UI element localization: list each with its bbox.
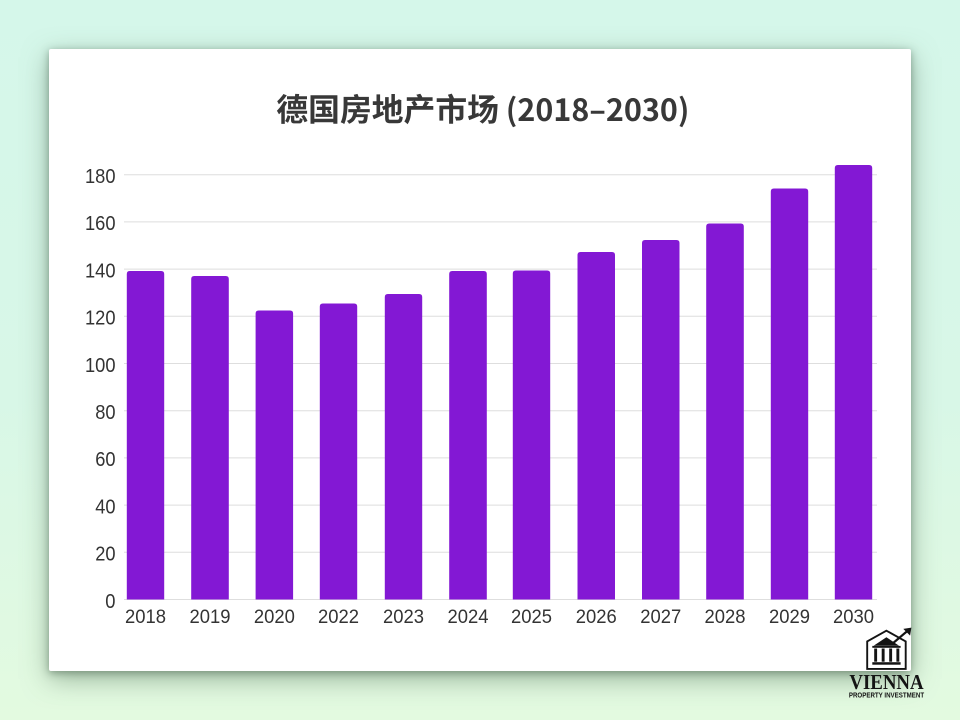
- svg-text:VIENNA: VIENNA: [849, 670, 924, 694]
- svg-text:PROPERTY INVESTMENT: PROPERTY INVESTMENT: [849, 691, 925, 700]
- svg-text:0: 0: [105, 591, 115, 613]
- svg-text:100: 100: [85, 355, 116, 377]
- svg-text:2018: 2018: [125, 606, 166, 628]
- svg-text:2020: 2020: [254, 606, 295, 628]
- svg-text:180: 180: [85, 166, 116, 188]
- svg-text:2022: 2022: [318, 606, 359, 628]
- svg-text:2028: 2028: [705, 606, 746, 628]
- svg-text:2024: 2024: [448, 606, 489, 628]
- svg-text:2025: 2025: [511, 606, 552, 628]
- svg-text:2030: 2030: [833, 606, 874, 628]
- svg-text:40: 40: [95, 496, 115, 518]
- svg-text:2029: 2029: [769, 606, 810, 628]
- svg-text:160: 160: [85, 213, 116, 235]
- svg-text:2019: 2019: [190, 606, 231, 628]
- svg-text:120: 120: [85, 308, 116, 330]
- svg-text:60: 60: [95, 449, 115, 471]
- svg-text:2027: 2027: [640, 606, 681, 628]
- svg-text:2026: 2026: [576, 606, 617, 628]
- svg-text:140: 140: [85, 260, 116, 282]
- svg-text:20: 20: [95, 544, 115, 566]
- svg-text:80: 80: [95, 402, 115, 424]
- svg-text:2023: 2023: [383, 606, 424, 628]
